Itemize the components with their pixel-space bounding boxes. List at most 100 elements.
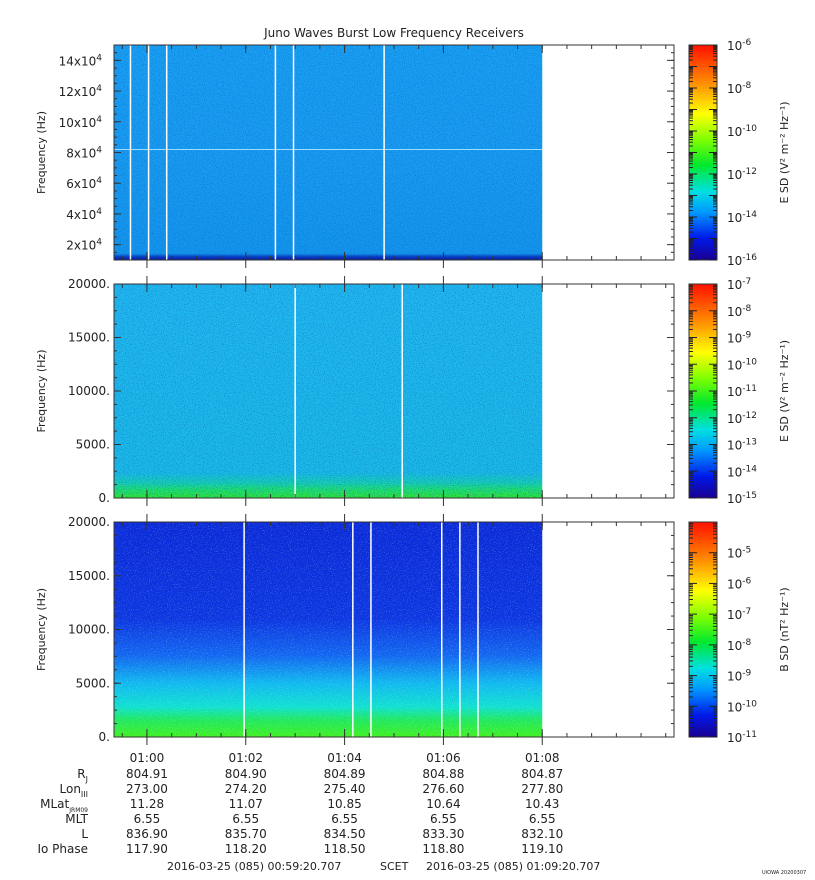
colorbar-tick-label: 10-9 [727, 331, 752, 346]
colorbar-tick-label: 10-7 [727, 277, 751, 292]
ephemeris-row-label: Io Phase [37, 842, 88, 856]
colorbar-tick-label: 10-7 [727, 607, 751, 622]
ephemeris-value: 118.50 [324, 842, 366, 856]
colorbar-tick-label: 10-16 [727, 253, 757, 268]
colorbar: 10-15 10-14 10-13 10-12 10-11 10-10 10-9 10-8 10… [688, 277, 791, 506]
y-tick-label: 0. [99, 730, 110, 744]
colorbar-tick-label: 10-5 [727, 546, 751, 561]
colorbar-tick-label: 10-9 [727, 669, 752, 684]
colorbar: 10-16 10-14 10-12 10-10 10-8 10-6 E SD (V² m⁻²… [688, 38, 791, 268]
y-tick-label: 15000. [68, 569, 110, 583]
colorbar-tick-label: 10-10 [727, 357, 757, 372]
ephemeris-value: 11.07 [229, 797, 263, 811]
time-tick-label: 01:04 [327, 751, 362, 765]
y-tick-label: 6x104 [66, 176, 102, 191]
panels: 2x104 4x104 6x104 8x104 10x104 12x104 14x104 Fr… [35, 38, 791, 745]
ephemeris-value: 804.91 [126, 767, 168, 781]
panel-2: 0. 5000. 10000. 15000. 20000. Frequency (Hz) 1… [35, 276, 791, 506]
spectrogram-texture [114, 522, 543, 737]
ephemeris-value: 804.89 [324, 767, 366, 781]
ephemeris-value: 10.43 [525, 797, 559, 811]
y-tick-label: 10000. [68, 623, 110, 637]
time-tick-label: 01:00 [130, 751, 165, 765]
ephemeris-table: RJ 804.91 804.90 804.89 804.88 804.87 LonIII 27… [37, 767, 563, 856]
colorbar-tick-label: 10-10 [727, 124, 757, 139]
ephemeris-value: 11.28 [130, 797, 164, 811]
panel-3: 0. 5000. 10000. 15000. 20000. Frequency (Hz) 1… [35, 514, 791, 745]
y-tick-label: 5000. [76, 438, 110, 452]
ephemeris-value: 804.88 [422, 767, 464, 781]
y-tick-label: 20000. [68, 277, 110, 291]
colorbar-tick-label: 10-14 [727, 210, 757, 225]
ephemeris-row-label: MLT [65, 812, 88, 826]
colorbar-label: B SD (nT² Hz⁻¹) [778, 587, 791, 671]
ephemeris-value: 834.50 [324, 827, 366, 841]
ephemeris-value: 836.90 [126, 827, 168, 841]
time-axis: 01:00 01:02 01:04 01:06 01:08 [130, 751, 560, 765]
y-tick-label: 2x104 [66, 238, 102, 253]
ephemeris-value: 119.10 [521, 842, 563, 856]
ephemeris-value: 274.20 [225, 782, 267, 796]
colorbar-tick-label: 10-12 [727, 411, 757, 426]
colorbar-tick-label: 10-11 [727, 730, 757, 745]
colorbar: 10-11 10-10 10-9 10-8 10-7 10-6 10-5 B SD (nT² … [688, 521, 791, 745]
ephemeris-value: 118.20 [225, 842, 267, 856]
ephemeris-value: 6.55 [529, 812, 556, 826]
y-tick-label: 14x104 [59, 53, 103, 68]
y-tick-label: 10000. [68, 384, 110, 398]
ephemeris-value: 6.55 [430, 812, 457, 826]
footer: 2016-03-25 (085) 00:59:20.707 SCET 2016-… [167, 860, 806, 876]
colorbar-tick-label: 10-8 [727, 81, 752, 96]
ephemeris-row-label: L [81, 827, 88, 841]
ephemeris-value: 835.70 [225, 827, 267, 841]
colorbar-tick-label: 10-8 [727, 304, 752, 319]
time-tick-label: 01:06 [426, 751, 461, 765]
ephemeris-value: 6.55 [134, 812, 161, 826]
y-axis-label: Frequency (Hz) [35, 111, 48, 194]
colorbar-tick-label: 10-6 [727, 38, 752, 53]
colorbar-tick-label: 10-11 [727, 384, 757, 399]
footer-start-time: 2016-03-25 (085) 00:59:20.707 [167, 860, 341, 873]
panel-1: 2x104 4x104 6x104 8x104 10x104 12x104 14x104 Fr… [35, 38, 791, 268]
ephemeris-value: 277.80 [521, 782, 563, 796]
ephemeris-row-label: LonIII [60, 782, 89, 799]
ephemeris-value: 832.10 [521, 827, 563, 841]
y-tick-label: 15000. [68, 331, 110, 345]
ephemeris-value: 804.87 [521, 767, 563, 781]
ephemeris-value: 833.30 [422, 827, 464, 841]
colorbar-tick-label: 10-6 [727, 576, 752, 591]
chart-title: Juno Waves Burst Low Frequency Receivers [263, 26, 524, 40]
colorbar-tick-label: 10-10 [727, 699, 757, 714]
ephemeris-value: 6.55 [232, 812, 259, 826]
footer-scet-label: SCET [380, 860, 409, 873]
time-tick-label: 01:02 [228, 751, 263, 765]
colorbar-label: E SD (V² m⁻² Hz⁻¹) [778, 101, 791, 203]
ephemeris-value: 804.90 [225, 767, 267, 781]
ephemeris-value: 10.85 [327, 797, 361, 811]
y-tick-label: 4x104 [66, 207, 102, 222]
ephemeris-row-label: RJ [77, 767, 88, 784]
y-tick-label: 8x104 [66, 146, 102, 161]
y-tick-label: 12x104 [59, 84, 103, 99]
colorbar-tick-label: 10-8 [727, 638, 752, 653]
ephemeris-value: 276.60 [422, 782, 464, 796]
ephemeris-value: 6.55 [331, 812, 358, 826]
time-tick-label: 01:08 [525, 751, 560, 765]
colorbar-tick-label: 10-14 [727, 464, 757, 479]
ephemeris-row-label: MLatJRM09 [40, 797, 88, 814]
colorbar-tick-label: 10-15 [727, 491, 757, 506]
footer-end-time: 2016-03-25 (085) 01:09:20.707 [426, 860, 600, 873]
colorbar-tick-label: 10-12 [727, 167, 757, 182]
spectrogram-texture [114, 284, 543, 498]
y-axis-label: Frequency (Hz) [35, 350, 48, 433]
spectrogram-texture [114, 45, 543, 260]
ephemeris-value: 273.00 [126, 782, 168, 796]
colorbar-gradient [688, 521, 718, 738]
colorbar-label: E SD (V² m⁻² Hz⁻¹) [778, 340, 791, 442]
y-tick-label: 5000. [76, 676, 110, 690]
y-axis-label: Frequency (Hz) [35, 588, 48, 671]
y-tick-label: 10x104 [59, 115, 103, 130]
ephemeris-value: 10.64 [426, 797, 460, 811]
colorbar-tick-label: 10-13 [727, 438, 757, 453]
